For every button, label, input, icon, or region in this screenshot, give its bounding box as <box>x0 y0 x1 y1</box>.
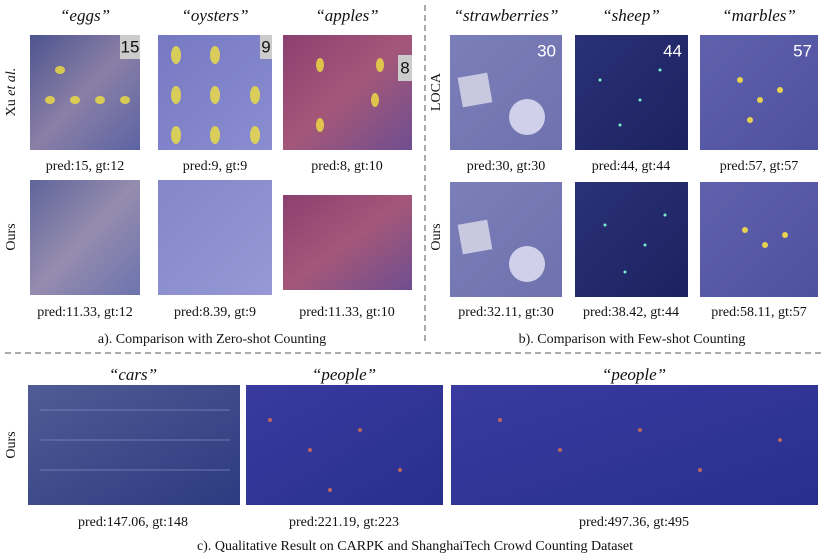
prediction: pred:497.36, gt:495 <box>579 515 689 530</box>
caption: a). Comparison with Zero-shot Counting <box>98 332 326 347</box>
prediction: pred:44, gt:44 <box>592 159 671 174</box>
count-overlay: 9 <box>261 37 270 56</box>
image <box>575 182 688 297</box>
image-details <box>457 68 788 282</box>
prediction: pred:38.42, gt:44 <box>583 305 679 320</box>
count-overlay: 57 <box>793 41 812 60</box>
row-label-text: Xu <box>4 99 19 116</box>
count-box <box>260 35 272 59</box>
column-title: “people” <box>312 365 376 384</box>
prediction: pred:57, gt:57 <box>720 159 799 174</box>
prediction: pred:8, gt:10 <box>311 159 383 174</box>
count-box <box>398 55 412 81</box>
row-label: LOCA <box>429 72 444 111</box>
image <box>28 385 240 505</box>
column-title: “apples” <box>315 6 378 25</box>
prediction: pred:11.33, gt:12 <box>37 305 133 320</box>
prediction: pred:9, gt:9 <box>183 159 248 174</box>
image-details <box>40 409 230 471</box>
prediction: pred:15, gt:12 <box>46 159 125 174</box>
image <box>283 195 412 290</box>
count-overlay: 15 <box>121 37 140 56</box>
count-overlay: 30 <box>537 41 556 60</box>
column-title: “marbles” <box>722 6 796 25</box>
image <box>451 385 818 505</box>
image <box>700 35 818 150</box>
column-title: “cars” <box>109 365 157 384</box>
row-label-italic: et al. <box>4 68 19 96</box>
caption: b). Comparison with Few-shot Counting <box>519 332 746 347</box>
count-overlay: 8 <box>400 58 409 77</box>
image <box>246 385 443 505</box>
prediction: pred:32.11, gt:30 <box>458 305 554 320</box>
prediction: pred:11.33, gt:10 <box>299 305 395 320</box>
prediction: pred:8.39, gt:9 <box>174 305 256 320</box>
column-title: “strawberries” <box>454 6 559 25</box>
heatmap-spots <box>45 46 384 144</box>
row-label: Ours <box>4 223 19 250</box>
prediction: pred:58.11, gt:57 <box>711 305 807 320</box>
prediction: pred:221.19, gt:223 <box>289 515 399 530</box>
image <box>30 180 140 295</box>
image <box>700 182 818 297</box>
image <box>283 35 412 150</box>
prediction: pred:147.06, gt:148 <box>78 515 188 530</box>
count-overlay: 44 <box>663 41 682 60</box>
image <box>158 180 272 295</box>
caption: c). Qualitative Result on CARPK and Shan… <box>197 539 633 554</box>
prediction: pred:30, gt:30 <box>467 159 546 174</box>
column-title: “people” <box>602 365 666 384</box>
image <box>575 35 688 150</box>
row-label: Ours <box>4 431 19 458</box>
count-box <box>120 35 140 59</box>
row-label: Ours <box>429 223 444 250</box>
column-title: “sheep” <box>602 6 660 25</box>
column-title: “oysters” <box>181 6 248 25</box>
column-title: “eggs” <box>60 6 110 25</box>
heatmap-spots <box>268 418 782 492</box>
row-label: Xu et al. <box>4 68 19 117</box>
